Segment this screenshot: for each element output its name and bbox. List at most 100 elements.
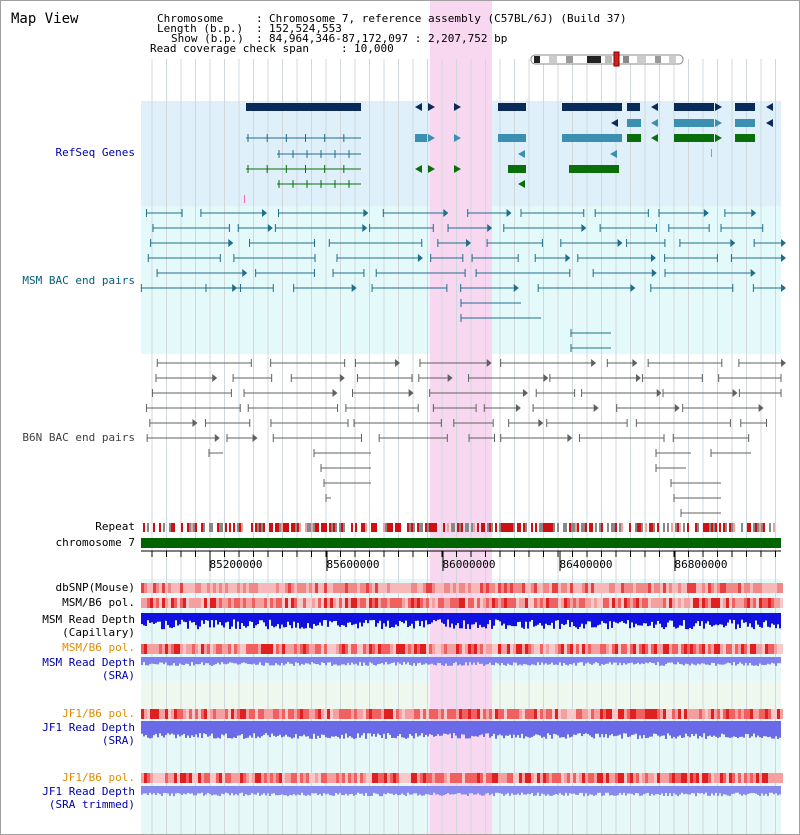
depth-bar xyxy=(727,613,729,623)
depth-bar xyxy=(685,786,687,794)
depth-bar xyxy=(445,613,447,627)
repeat-block xyxy=(397,523,399,532)
bac-end-arrow xyxy=(212,374,218,382)
depth-bar xyxy=(537,657,539,663)
heat-cell xyxy=(648,644,651,654)
heat-cell xyxy=(267,644,270,654)
heat-cell xyxy=(450,583,453,593)
repeat-block xyxy=(747,523,749,532)
heat-cell xyxy=(759,644,762,654)
depth-bar xyxy=(683,786,685,795)
heat-cell xyxy=(156,644,159,654)
depth-bar xyxy=(661,721,663,736)
heat-cell xyxy=(702,709,705,719)
depth-bar xyxy=(343,721,345,739)
repeat-block xyxy=(599,523,601,532)
depth-bar xyxy=(149,657,151,665)
depth-bar xyxy=(143,721,145,737)
depth-bar xyxy=(357,786,359,793)
heat-cell xyxy=(192,598,195,608)
depth-bar xyxy=(469,613,471,630)
heat-cell xyxy=(651,709,654,719)
heat-cell xyxy=(444,709,447,719)
depth-bar xyxy=(573,657,575,664)
heat-cell xyxy=(444,644,447,654)
depth-bar xyxy=(625,721,627,734)
depth-bar xyxy=(425,721,427,735)
depth-bar xyxy=(485,721,487,734)
depth-bar xyxy=(477,786,479,794)
heat-cell xyxy=(690,709,693,719)
heat-cell xyxy=(612,773,615,783)
depth-bar xyxy=(467,786,469,797)
heat-cell xyxy=(546,598,549,608)
depth-bar xyxy=(633,613,635,628)
heat-cell xyxy=(303,644,306,654)
heat-cell xyxy=(501,773,504,783)
track-label-msm-b6-pol-2[interactable]: MSM/B6 pol. xyxy=(62,641,135,654)
heat-cell xyxy=(441,644,444,654)
heat-cell xyxy=(765,709,768,719)
track-label-dbsnp[interactable]: dbSNP(Mouse) xyxy=(55,581,135,594)
track-label-msm-depth-cap-1[interactable]: MSM Read Depth xyxy=(42,613,135,626)
repeat-block xyxy=(709,523,711,532)
track-label-b6n-bac[interactable]: B6N BAC end pairs xyxy=(22,431,135,444)
heat-cell xyxy=(735,773,738,783)
depth-bar xyxy=(575,721,577,735)
depth-bar xyxy=(571,721,573,737)
heat-cell xyxy=(147,709,150,719)
depth-bar xyxy=(431,786,433,796)
depth-bar xyxy=(233,721,235,738)
heat-cell xyxy=(555,773,558,783)
heat-cell xyxy=(414,709,417,719)
heat-cell xyxy=(705,644,708,654)
track-label-jf1-b6-pol-1[interactable]: JF1/B6 pol. xyxy=(62,707,135,720)
heat-cell xyxy=(390,598,393,608)
heat-cell xyxy=(453,598,456,608)
heat-cell xyxy=(657,709,660,719)
track-label-msm-depth-sra-1[interactable]: MSM Read Depth xyxy=(42,656,135,669)
heat-cell xyxy=(387,709,390,719)
depth-bar xyxy=(379,786,381,797)
track-label-chromosome[interactable]: chromosome 7 xyxy=(55,536,135,549)
bac-end-arrow xyxy=(781,359,786,367)
heat-cell xyxy=(555,598,558,608)
depth-bar xyxy=(435,721,437,737)
repeat-block xyxy=(679,523,681,532)
track-label-jf1-depth-trim-1[interactable]: JF1 Read Depth xyxy=(42,785,135,798)
depth-bar xyxy=(347,786,349,796)
depth-bar xyxy=(235,721,237,739)
heat-cell xyxy=(714,583,717,593)
depth-bar xyxy=(487,613,489,625)
heat-cell xyxy=(282,709,285,719)
bac-end-arrow xyxy=(395,359,401,367)
track-label-msm-bac[interactable]: MSM BAC end pairs xyxy=(22,274,135,287)
heat-cell xyxy=(654,644,657,654)
repeat-block xyxy=(499,523,501,532)
depth-bar xyxy=(745,721,747,734)
track-label-jf1-depth-sra-1[interactable]: JF1 Read Depth xyxy=(42,721,135,734)
heat-cell xyxy=(396,583,399,593)
track-label-msm-b6-pol-1[interactable]: MSM/B6 pol. xyxy=(62,596,135,609)
track-label-refseq[interactable]: RefSeq Genes xyxy=(55,146,135,159)
track-label-jf1-b6-pol-2[interactable]: JF1/B6 pol. xyxy=(62,771,135,784)
depth-bar xyxy=(297,786,299,795)
repeat-block xyxy=(583,523,585,532)
depth-bar xyxy=(325,786,327,795)
heat-cell xyxy=(543,598,546,608)
heat-cell xyxy=(162,773,165,783)
ideogram-band xyxy=(566,56,573,63)
track-label-repeat[interactable]: Repeat xyxy=(95,520,135,533)
depth-bar xyxy=(545,657,547,664)
repeat-block xyxy=(309,523,311,532)
depth-bar xyxy=(631,786,633,794)
depth-bar xyxy=(481,613,483,628)
depth-bar xyxy=(205,613,207,621)
depth-bar xyxy=(573,786,575,794)
depth-bar xyxy=(669,657,671,663)
heat-cell xyxy=(198,773,201,783)
depth-bar xyxy=(767,657,769,664)
depth-bar xyxy=(751,721,753,737)
depth-bar xyxy=(725,786,727,795)
